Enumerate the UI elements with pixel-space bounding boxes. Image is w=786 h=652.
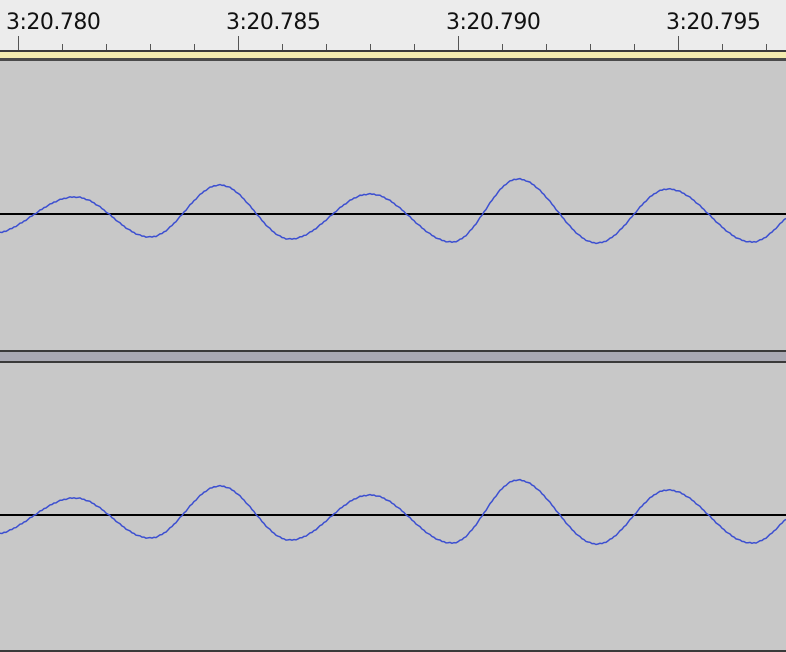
time-ruler[interactable]: 3:20.780 3:20.785 3:20.790 3:20.795 (0, 0, 786, 52)
ruler-minor-tick (722, 44, 723, 50)
ruler-major-tick (678, 36, 679, 50)
ruler-minor-tick (502, 44, 503, 50)
ruler-minor-tick (634, 44, 635, 50)
ruler-label-1: 3:20.785 (226, 10, 321, 35)
ruler-minor-tick (766, 44, 767, 50)
ruler-minor-tick (62, 44, 63, 50)
ruler-minor-tick (414, 44, 415, 50)
left-channel-waveform[interactable] (0, 61, 786, 350)
ruler-label-2: 3:20.790 (446, 10, 541, 35)
ruler-major-tick (238, 36, 239, 50)
ruler-major-tick (18, 36, 19, 50)
ruler-minor-tick (150, 44, 151, 50)
timeline-scrub-bar[interactable] (0, 52, 786, 61)
ruler-minor-tick (546, 44, 547, 50)
track-bottom-border (0, 650, 786, 652)
ruler-minor-tick (326, 44, 327, 50)
ruler-label-0: 3:20.780 (6, 10, 101, 35)
ruler-minor-tick (370, 44, 371, 50)
right-channel-svg (0, 478, 786, 546)
left-channel-svg (0, 177, 786, 245)
right-channel-waveform[interactable] (0, 363, 786, 650)
ruler-major-tick (458, 36, 459, 50)
ruler-minor-tick (106, 44, 107, 50)
right-channel-wave (0, 478, 786, 546)
ruler-minor-tick (194, 44, 195, 50)
ruler-minor-tick (282, 44, 283, 50)
ruler-minor-tick (590, 44, 591, 50)
channel-separator (0, 350, 786, 363)
left-channel-wave (0, 177, 786, 245)
ruler-label-3: 3:20.795 (666, 10, 761, 35)
